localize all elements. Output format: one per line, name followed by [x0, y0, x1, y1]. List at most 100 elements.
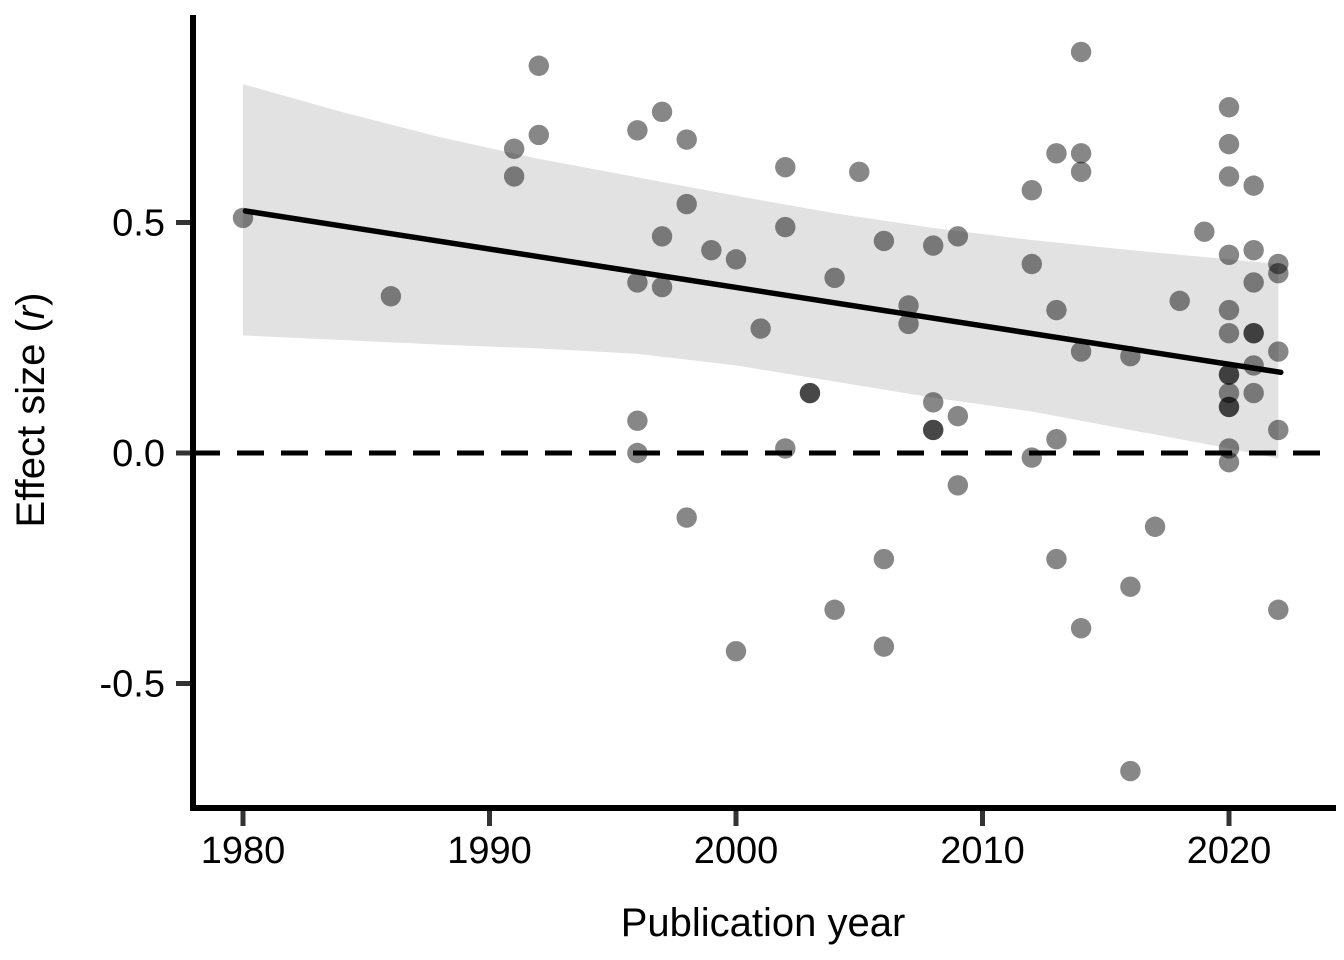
data-point — [898, 295, 919, 316]
y-axis-title-suffix: ) — [9, 293, 53, 306]
data-point — [503, 138, 525, 159]
data-point — [1021, 447, 1042, 468]
data-point — [701, 239, 722, 261]
data-point — [1243, 239, 1264, 261]
data-point — [1268, 341, 1289, 362]
x-tick-label: 2020 — [1187, 830, 1272, 872]
data-point — [799, 382, 821, 404]
data-point — [824, 599, 845, 620]
axes-layer — [190, 15, 1336, 811]
data-point — [799, 382, 821, 404]
y-tick-label: 0.5 — [112, 203, 165, 245]
data-point — [1218, 133, 1240, 155]
x-tick-label: 1990 — [447, 830, 532, 872]
scatter-points-layer — [232, 41, 1289, 782]
data-point — [1218, 438, 1240, 459]
data-point — [1218, 382, 1240, 404]
data-point — [725, 249, 747, 270]
data-point — [1021, 253, 1042, 275]
data-point — [1021, 180, 1042, 201]
data-point — [775, 438, 796, 459]
data-point — [1218, 364, 1240, 385]
data-point — [750, 318, 771, 339]
data-point — [528, 124, 549, 146]
data-point — [1243, 272, 1264, 293]
data-point — [873, 636, 895, 657]
confidence-band-layer — [243, 84, 1279, 459]
data-point — [1046, 548, 1067, 570]
x-tick-label: 1980 — [201, 830, 286, 872]
data-point — [923, 392, 944, 413]
tick-marks-layer — [176, 220, 1232, 826]
data-point — [1268, 263, 1289, 284]
data-point — [627, 442, 648, 464]
data-point — [824, 267, 845, 289]
data-point — [1218, 396, 1240, 418]
x-axis-title: Publication year — [621, 901, 906, 945]
data-point — [1268, 253, 1289, 275]
data-point — [947, 405, 969, 427]
data-point — [1070, 617, 1092, 639]
data-point — [1120, 576, 1141, 597]
data-point — [676, 507, 697, 528]
confidence-band — [243, 84, 1279, 459]
data-point — [725, 641, 747, 662]
data-point — [503, 166, 525, 187]
data-point — [380, 286, 402, 307]
data-point — [1194, 221, 1215, 242]
data-point — [1144, 516, 1166, 537]
tick-labels-layer: 1980 1990 2000 2010 2020 0.5 0.0 -0.5 — [100, 203, 1272, 873]
x-tick-label: 2000 — [694, 830, 779, 872]
data-point — [1243, 382, 1264, 404]
data-point — [676, 129, 697, 150]
data-point — [676, 193, 697, 215]
data-point — [947, 226, 969, 247]
data-point — [1070, 41, 1092, 63]
data-point — [1218, 97, 1240, 118]
data-point — [1218, 322, 1240, 344]
data-point — [651, 276, 673, 298]
data-point — [528, 55, 549, 76]
data-point — [651, 101, 673, 123]
data-point — [1218, 396, 1240, 418]
data-point — [1120, 760, 1141, 782]
x-tick-label: 2010 — [940, 830, 1025, 872]
data-point — [849, 161, 870, 182]
data-point — [1243, 175, 1264, 196]
data-point — [947, 475, 969, 496]
data-point — [627, 272, 648, 293]
data-point — [1070, 161, 1092, 182]
data-point — [923, 419, 944, 441]
data-point — [1218, 452, 1240, 473]
data-point — [923, 235, 944, 256]
y-tick-label: -0.5 — [100, 664, 165, 706]
data-point — [1046, 428, 1067, 450]
data-point — [1243, 322, 1264, 344]
data-point — [1046, 143, 1067, 164]
regression-line-layer — [242, 208, 1284, 376]
data-point — [898, 313, 919, 335]
data-point — [627, 410, 648, 431]
data-point — [651, 226, 673, 247]
data-point — [1218, 299, 1240, 321]
data-point — [775, 216, 796, 238]
y-axis-title: Effect size (r) — [9, 293, 53, 528]
data-point — [1070, 143, 1092, 164]
regression-line — [242, 208, 1284, 376]
data-point — [1218, 166, 1240, 187]
y-axis-title-prefix: Effect size ( — [9, 319, 53, 528]
data-point — [1046, 299, 1067, 321]
y-axis-title-italic-r: r — [9, 304, 53, 319]
data-point — [1243, 322, 1264, 344]
data-point — [1070, 341, 1092, 362]
data-point — [923, 419, 944, 441]
data-point — [1169, 290, 1190, 312]
data-point — [873, 230, 895, 252]
data-point — [1218, 244, 1240, 265]
data-point — [775, 156, 796, 178]
y-tick-label: 0.0 — [112, 433, 165, 475]
data-point — [1268, 419, 1289, 441]
data-point — [873, 548, 895, 570]
